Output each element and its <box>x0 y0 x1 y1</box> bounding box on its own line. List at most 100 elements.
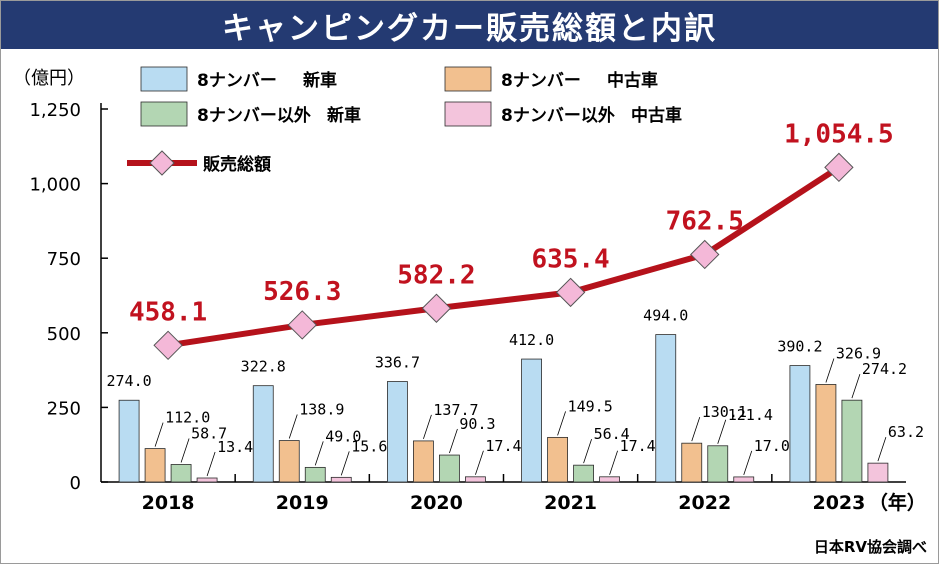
bar <box>789 365 811 483</box>
data-label-leader <box>609 450 618 475</box>
data-label-leader <box>314 441 324 466</box>
bar <box>867 462 889 483</box>
y-tick-label: 500 <box>47 324 81 345</box>
data-label-leader <box>475 450 484 475</box>
bar-data-label: 412.0 <box>509 331 554 349</box>
data-label-leader <box>825 358 835 383</box>
data-label-leader <box>180 438 190 463</box>
bar-data-label: 149.5 <box>568 397 613 415</box>
y-tick-label: 1,250 <box>29 100 81 121</box>
bar <box>707 445 729 483</box>
legend-label: 8ナンバー以外 <box>501 105 615 126</box>
legend-swatch <box>444 101 492 127</box>
bar-data-label: 138.9 <box>299 401 344 419</box>
bar <box>733 476 755 483</box>
data-label-leader <box>206 451 216 477</box>
y-unit-label: （億円） <box>13 68 85 89</box>
data-label-leader <box>717 419 727 444</box>
bar-data-label: 15.6 <box>351 437 387 455</box>
bar <box>144 448 166 483</box>
total-data-label: 526.3 <box>263 277 341 307</box>
bar-data-label: 63.2 <box>888 423 924 441</box>
legend-label: 8ナンバー <box>501 71 581 91</box>
legend-label: 新車 <box>303 70 337 91</box>
data-label-leader <box>877 437 887 462</box>
data-label-leader <box>743 450 753 476</box>
legend-label: 8ナンバー以外 <box>197 105 311 126</box>
bar <box>521 358 542 483</box>
total-data-label: 762.5 <box>666 206 744 236</box>
bar-data-label: 130.1 <box>702 403 747 421</box>
bar-data-label: 49.0 <box>325 427 361 445</box>
data-label-leader <box>340 451 350 476</box>
data-label-leader <box>851 374 861 399</box>
legend-swatch <box>140 101 188 127</box>
bar <box>413 440 434 483</box>
bar-data-label: 13.4 <box>217 438 253 456</box>
bar-data-label: 274.0 <box>107 372 152 390</box>
x-tick-label: 2021 <box>544 492 597 514</box>
data-label-leader <box>691 417 701 442</box>
data-label-leader <box>557 411 566 436</box>
bar-data-label: 137.7 <box>433 401 478 419</box>
legend-label: 販売総額 <box>203 154 271 175</box>
x-unit-label: （年） <box>869 491 926 514</box>
total-marker <box>153 330 183 361</box>
bar-data-label: 336.7 <box>375 354 420 372</box>
bar-data-label: 17.4 <box>620 437 656 455</box>
source-note: 日本RV協会調べ <box>814 538 927 556</box>
x-tick-label: 2018 <box>142 492 195 514</box>
legend-label: 8ナンバー <box>197 71 277 91</box>
legend-swatch <box>140 66 188 92</box>
bar-data-label: 112.0 <box>165 409 210 427</box>
bar <box>278 440 300 483</box>
bar <box>841 399 863 483</box>
data-label-leader <box>423 414 432 440</box>
bar-data-label: 17.0 <box>754 437 790 455</box>
legend-label: 中古車 <box>607 70 658 91</box>
bar-data-label: 121.4 <box>728 406 773 424</box>
bar-data-label: 58.7 <box>191 424 227 442</box>
bar-data-label: 494.0 <box>643 307 688 325</box>
bar <box>815 384 837 483</box>
bar <box>330 476 352 483</box>
bar <box>573 464 594 483</box>
legend-swatch <box>444 66 492 92</box>
bar-data-label: 274.2 <box>862 360 907 378</box>
data-label-leader <box>449 428 458 454</box>
data-label-leader <box>583 439 592 464</box>
legend-line-marker <box>149 150 175 176</box>
x-tick-label: 2022 <box>678 492 731 514</box>
bar <box>196 477 218 483</box>
bar <box>547 436 568 483</box>
bar <box>387 381 408 483</box>
x-tick-label: 2019 <box>276 492 329 514</box>
legend-label: 中古車 <box>631 105 682 126</box>
bar-data-label: 56.4 <box>594 425 630 443</box>
bar-data-label: 390.2 <box>777 338 822 356</box>
total-data-label: 1,054.5 <box>784 119 894 149</box>
y-tick-label: 750 <box>47 249 81 270</box>
bar <box>304 466 326 483</box>
total-data-label: 458.1 <box>129 297 207 327</box>
data-label-leader <box>288 414 298 439</box>
data-label-leader <box>154 422 164 447</box>
bar-data-label: 322.8 <box>241 358 286 376</box>
total-line <box>167 164 841 349</box>
y-tick-label: 1,000 <box>29 175 81 196</box>
title-banner: キャンピングカー販売総額と内訳 <box>1 1 938 49</box>
x-tick-label: 2020 <box>410 492 463 514</box>
bar-data-label: 326.9 <box>836 344 881 362</box>
legend-label: 新車 <box>327 105 361 126</box>
total-data-label: 635.4 <box>531 244 609 274</box>
bar <box>170 464 192 483</box>
bar-data-label: 90.3 <box>459 415 495 433</box>
total-marker <box>690 239 720 270</box>
x-tick-label: 2023 <box>812 492 865 514</box>
total-marker <box>824 152 854 183</box>
y-tick-label: 0 <box>70 473 81 494</box>
bar-data-label: 17.4 <box>485 437 521 455</box>
chart-title: キャンピングカー販売総額と内訳 <box>222 10 717 47</box>
total-marker <box>555 277 586 308</box>
